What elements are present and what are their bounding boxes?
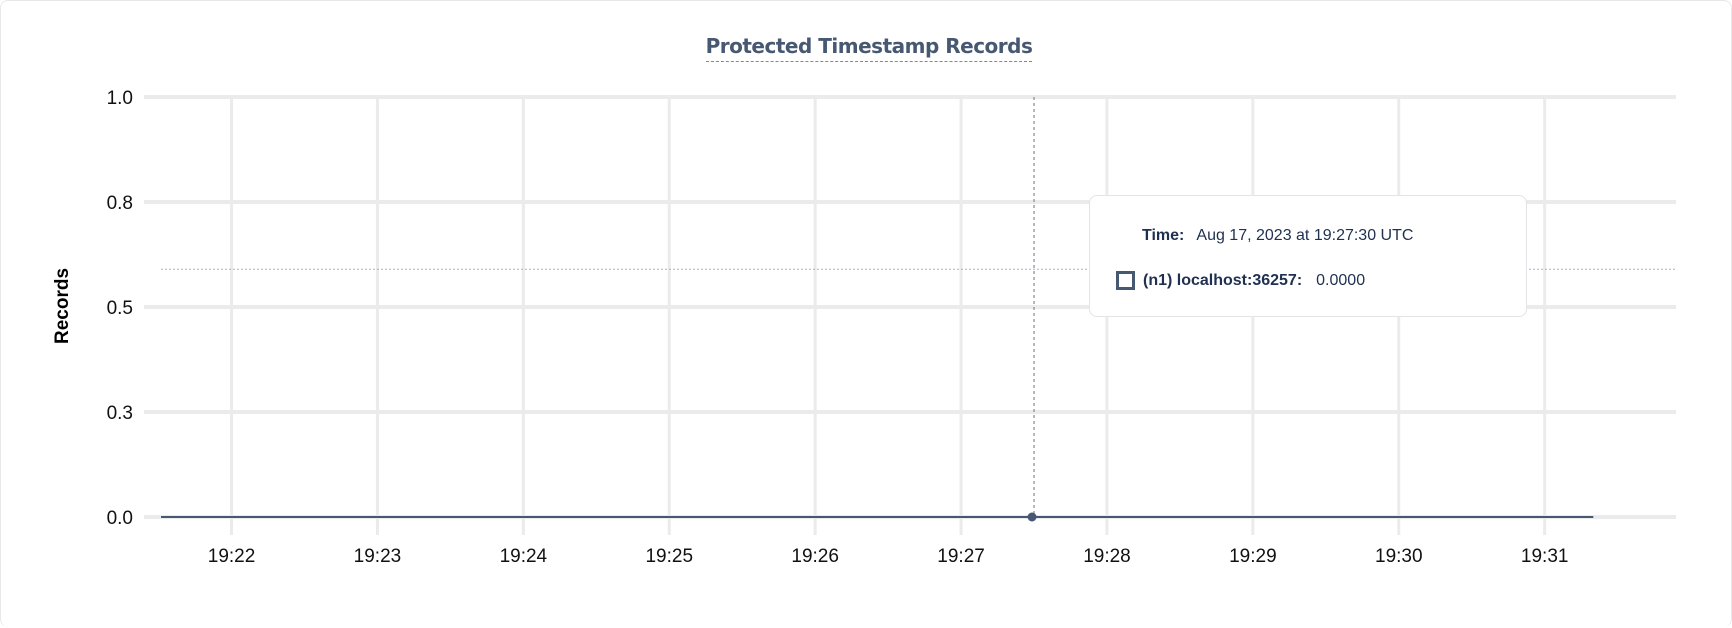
chart-tooltip: Time: Aug 17, 2023 at 19:27:30 UTC (n1) l… <box>1089 195 1527 317</box>
y-tick-label: 0.3 <box>107 403 133 424</box>
tooltip-time-label: Time: <box>1142 227 1185 244</box>
tooltip-time: Time: Aug 17, 2023 at 19:27:30 UTC <box>1142 227 1413 245</box>
tooltip-series-label: (n1) localhost:36257: <box>1143 271 1303 289</box>
y-tick-label: 0.5 <box>107 298 133 319</box>
y-axis-label: Records <box>52 268 73 344</box>
series-swatch-icon <box>1116 271 1135 290</box>
x-tick-label: 19:31 <box>1521 546 1569 567</box>
x-tick-label: 19:29 <box>1229 546 1277 567</box>
chart-title-wrap: Protected Timestamp Records <box>0 34 1732 62</box>
hover-point <box>1027 512 1037 522</box>
x-tick-label: 19:27 <box>937 546 985 567</box>
tooltip-series-row: (n1) localhost:36257: 0.0000 <box>1116 271 1365 290</box>
x-tick-label: 19:28 <box>1083 546 1131 567</box>
x-tick-label: 19:24 <box>500 546 548 567</box>
x-tick-label: 19:26 <box>791 546 839 567</box>
tooltip-series-value: 0.0000 <box>1316 271 1366 289</box>
chart-title[interactable]: Protected Timestamp Records <box>705 34 1033 62</box>
x-tick-label: 19:22 <box>208 546 256 567</box>
y-tick-label: 0.8 <box>107 193 133 214</box>
x-tick-label: 19:30 <box>1375 546 1423 567</box>
x-tick-label: 19:23 <box>354 546 402 567</box>
y-tick-label: 0.0 <box>107 508 133 529</box>
tooltip-time-value: Aug 17, 2023 at 19:27:30 UTC <box>1196 227 1414 244</box>
y-tick-label: 1.0 <box>107 88 133 109</box>
x-tick-label: 19:25 <box>645 546 693 567</box>
